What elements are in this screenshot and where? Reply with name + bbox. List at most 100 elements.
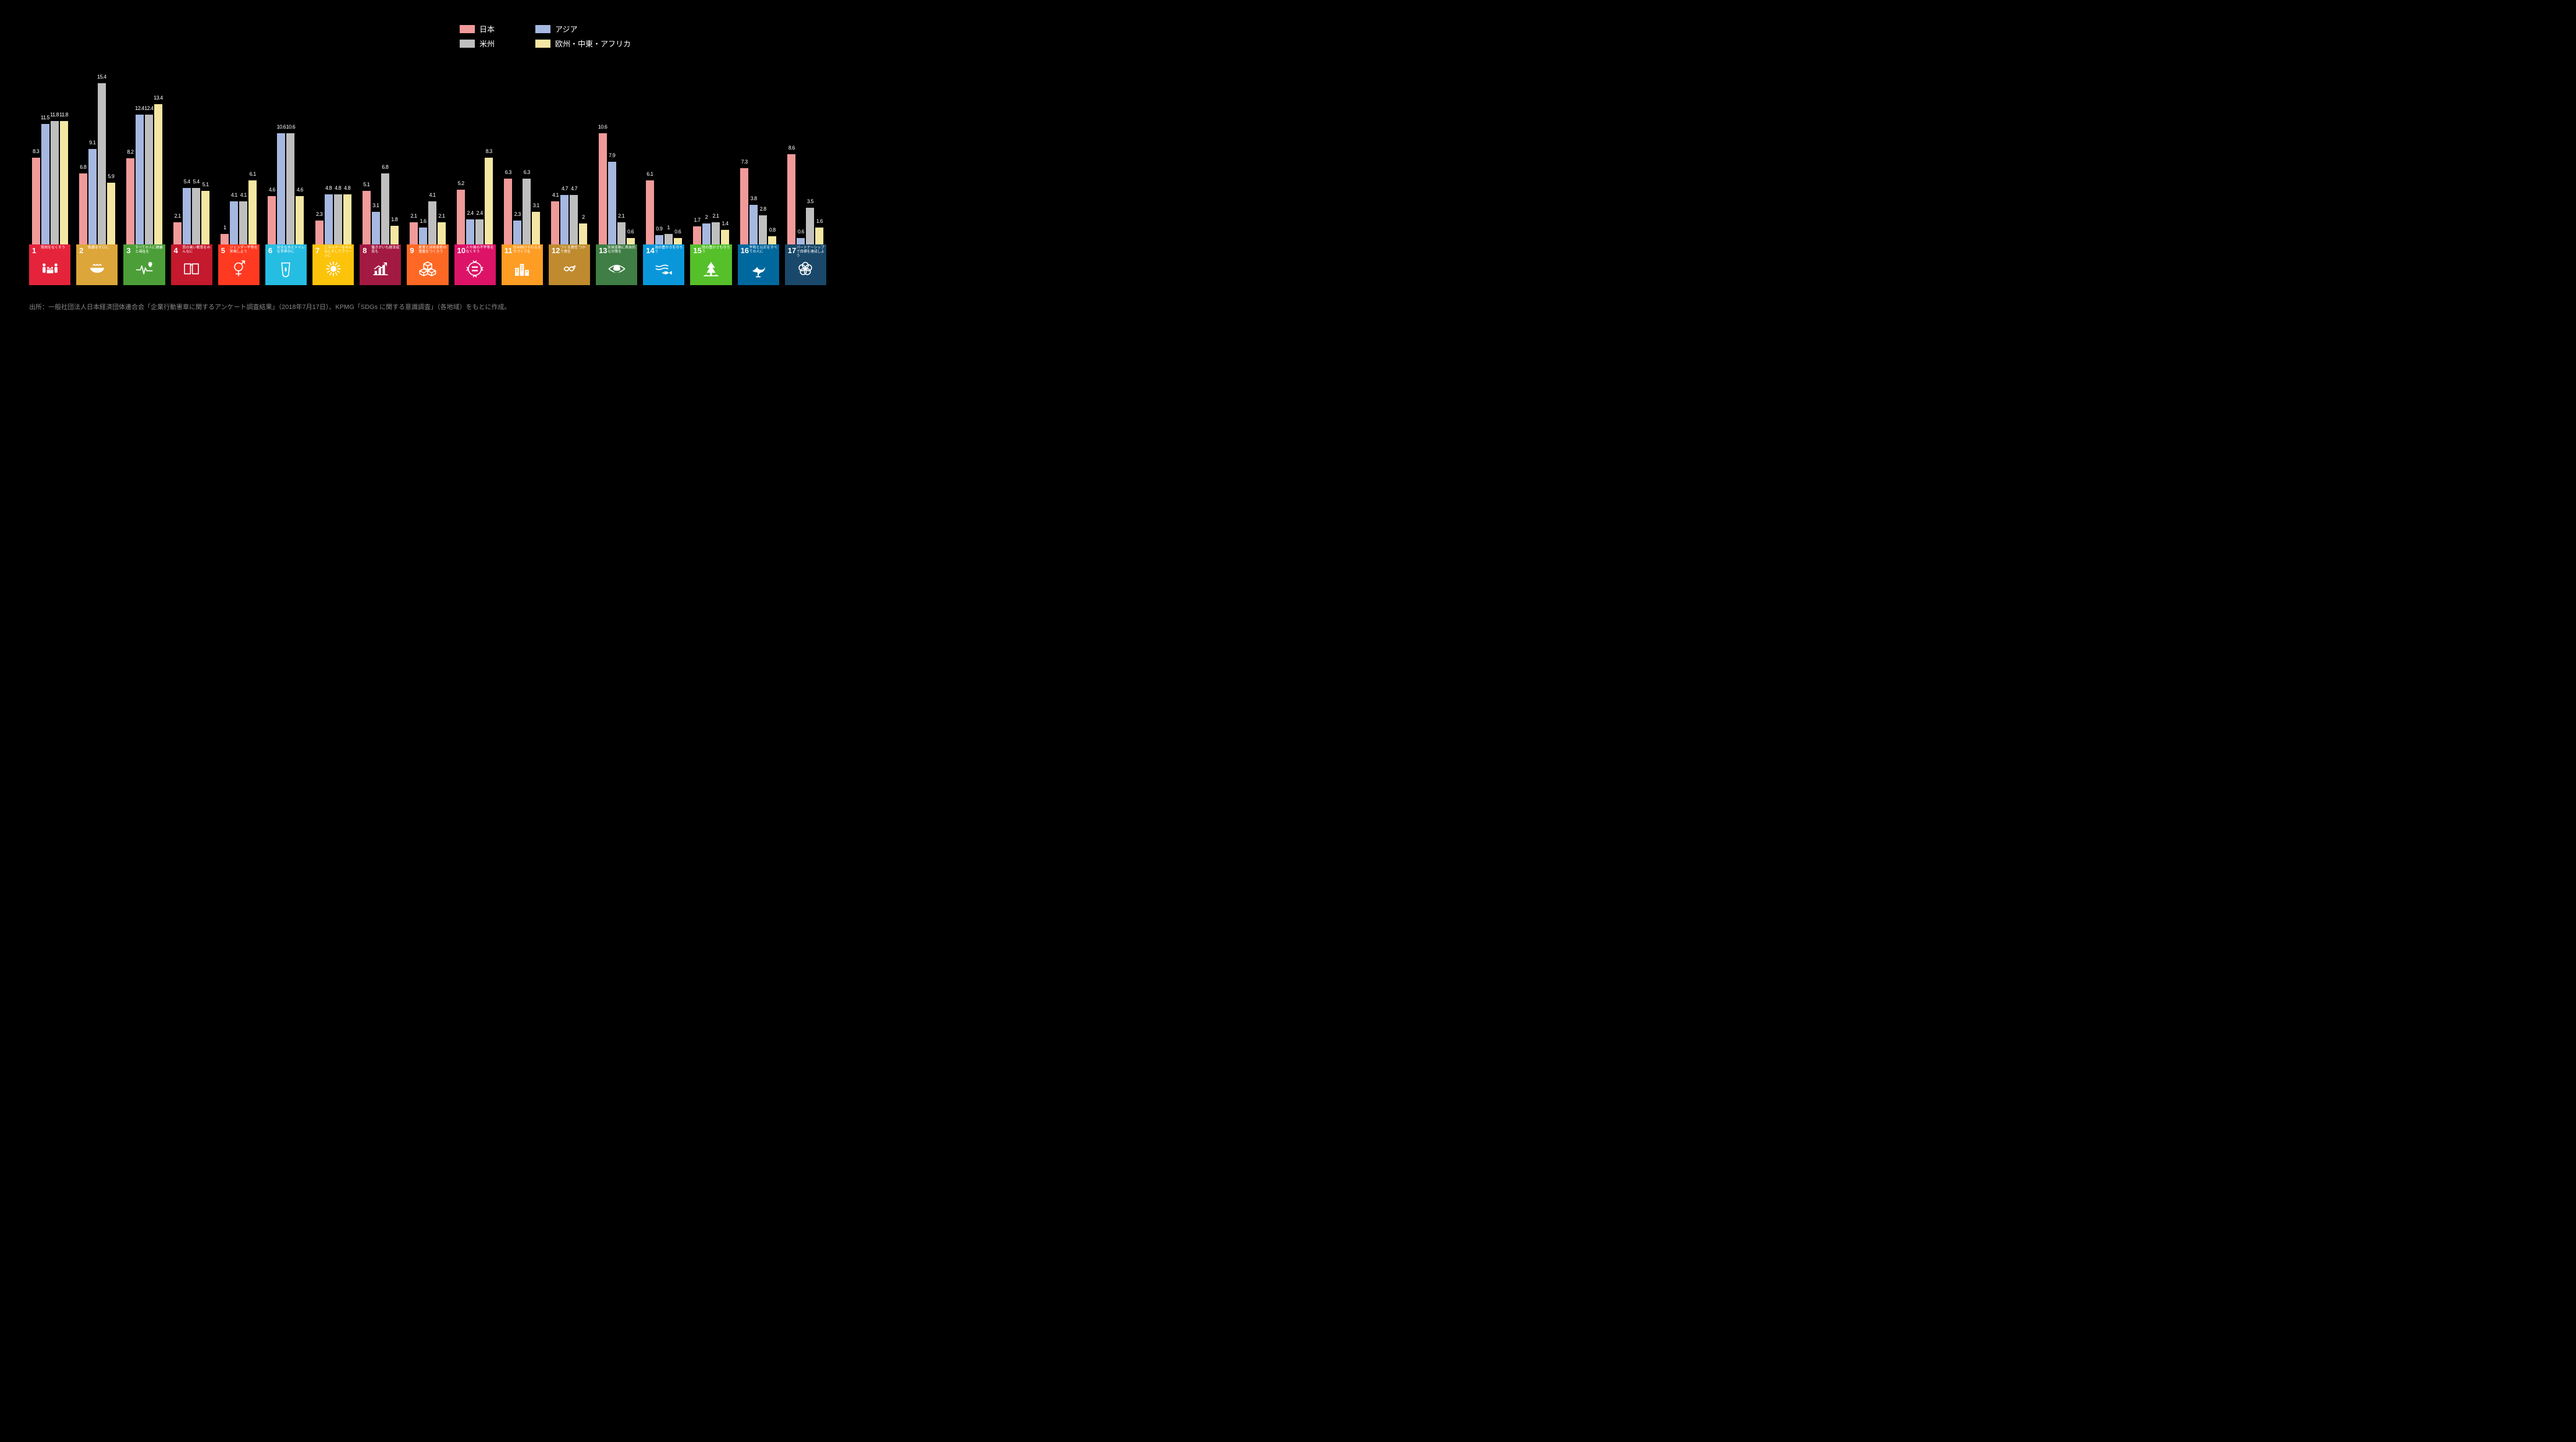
bar-value-label: 7.3 xyxy=(737,159,751,165)
sdg-tile-icon xyxy=(738,244,779,285)
sdg-tile-icon xyxy=(312,244,354,285)
bar-sdg12-s4: 2 xyxy=(579,223,587,244)
bar-sdg9-s1: 2.1 xyxy=(410,222,418,244)
bar-value-label: 15.4 xyxy=(95,74,109,80)
sdg-tile-icon xyxy=(171,244,212,285)
bar-sdg14-s1: 6.1 xyxy=(646,180,654,244)
bar-value-label: 5.9 xyxy=(104,173,118,179)
bar-sdg7-s1: 2.3 xyxy=(315,221,324,244)
bar-sdg1-s1: 8.3 xyxy=(32,158,40,244)
bar-sdg1-s4: 11.8 xyxy=(60,121,68,244)
bar-value-label: 5.1 xyxy=(360,182,374,187)
sdg-tile-14: 14海の豊かさを守ろう xyxy=(643,244,684,285)
legend-swatch xyxy=(460,25,475,33)
bar-value-label: 3.8 xyxy=(747,196,761,201)
bar-group-sdg16: 7.33.8 2.8 0.8 xyxy=(738,168,779,244)
bar-group-sdg2: 6.89.115.45.9 xyxy=(76,83,118,244)
bar-value-label: 2.1 xyxy=(435,213,449,219)
bar-sdg11-s2: 2.3 xyxy=(513,221,521,244)
legend-item-s2: アジア xyxy=(535,23,577,34)
bar-value-label: 0.8 xyxy=(765,227,779,233)
bar-group-sdg14: 6.10.910.6 xyxy=(643,180,684,244)
legend-label: アジア xyxy=(555,23,577,34)
bar-sdg2-s2: 9.1 xyxy=(88,149,97,244)
bar-value-label: 6.1 xyxy=(246,171,260,177)
bar-value-label: 13.4 xyxy=(151,95,165,101)
bar-value-label: 0.6 xyxy=(671,229,685,235)
bar-value-label: 2.1 xyxy=(709,213,723,219)
legend-swatch xyxy=(535,25,550,33)
bar-group-sdg17: 8.60.63.51.6 xyxy=(785,154,826,244)
bar-value-label: 1.6 xyxy=(812,218,826,224)
sdg-tile-icon xyxy=(29,244,70,285)
legend-label: 欧州・中東・アフリカ xyxy=(555,38,631,49)
bar-sdg13-s4: 0.6 xyxy=(627,238,635,244)
bar-sdg10-s4: 8.3 xyxy=(485,158,493,244)
bar-sdg14-s2: 0.9 xyxy=(655,235,663,244)
sdg-tile-icon xyxy=(785,244,826,285)
sdg-tile-1: 1貧困をなくそう xyxy=(29,244,70,285)
bar-value-label: 2.1 xyxy=(614,213,628,219)
bar-sdg9-s4: 2.1 xyxy=(438,222,446,244)
sdg-tile-icon xyxy=(643,244,684,285)
sdg-tile-13: 13気候変動に具体的な対策を xyxy=(596,244,637,285)
bar-value-label: 1.8 xyxy=(388,216,401,222)
bar-group-sdg3: 8.212.412.413.4 xyxy=(123,104,165,244)
bar-group-sdg1: 8.311.511.811.8 xyxy=(29,121,70,244)
sdg-tile-icon xyxy=(454,244,496,285)
bar-sdg12-s1: 4.1 xyxy=(551,201,559,244)
bar-value-label: 10.6 xyxy=(596,124,610,130)
bar-value-label: 8.3 xyxy=(482,148,496,154)
sdg-tile-5: 5ジェンダー平等を実現しよう xyxy=(218,244,260,285)
bar-sdg14-s3: 1 xyxy=(665,234,673,244)
bar-sdg4-s1: 2.1 xyxy=(173,222,182,244)
bar-sdg12-s2: 4.7 xyxy=(560,195,569,244)
bar-value-label: 6.1 xyxy=(643,171,657,177)
bar-value-label: 1.4 xyxy=(718,221,732,226)
bar-group-sdg9: 2.11.64.12.1 xyxy=(407,201,448,244)
bar-group-sdg5: 14.14.16.1 xyxy=(218,180,260,244)
bar-sdg1-s3: 11.8 xyxy=(51,121,59,244)
bar-sdg16-s1: 7.3 xyxy=(740,168,748,244)
bar-sdg6-s4: 4.6 xyxy=(296,196,304,244)
legend-row: 日本 アジア xyxy=(460,23,631,34)
bar-group-sdg7: 2.34.84.84.8 xyxy=(312,194,354,244)
sdg-tile-17: 17パートナーシップで目標を達成しよう xyxy=(785,244,826,285)
bar-group-sdg15: 1.722.11.4 xyxy=(690,222,731,244)
bar-value-label: 2.8 xyxy=(756,206,770,212)
bar-value-label: 6.3 xyxy=(501,169,515,175)
bar-sdg11-s3: 6.3 xyxy=(523,179,531,244)
footnote: 出所：一般社団法人日本経済団体連合会「企業行動憲章に関するアンケート調査結果」（… xyxy=(29,303,830,313)
legend-item-s3: 米州 xyxy=(460,38,495,49)
bar-group-sdg10: 5.22.42.48.3 xyxy=(454,158,496,244)
sdg-tile-3: 3すべての人に健康と福祉を xyxy=(123,244,165,285)
sdg-tile-2: 2飢餓をゼロに xyxy=(76,244,118,285)
bar-sdg11-s4: 3.1 xyxy=(532,212,540,244)
bar-sdg7-s4: 4.8 xyxy=(343,194,351,244)
sdg-tile-icon xyxy=(549,244,590,285)
sdg-tile-16: 16平和と公正をすべての人に xyxy=(738,244,779,285)
sdg-tile-icon xyxy=(218,244,260,285)
bar-sdg3-s2: 12.4 xyxy=(136,115,144,244)
bar-value-label: 4.7 xyxy=(567,186,581,191)
bar-sdg10-s1: 5.2 xyxy=(457,190,465,244)
sdg-tile-icon xyxy=(123,244,165,285)
bar-value-label: 4.6 xyxy=(293,187,307,193)
bar-group-sdg4: 2.15.45.45.1 xyxy=(171,188,212,244)
sdg-tile-6: 6安全な水とトイレを世界中に xyxy=(265,244,307,285)
bar-sdg8-s2: 3.1 xyxy=(372,212,380,244)
bar-sdg9-s3: 4.1 xyxy=(428,201,436,244)
sdg-tile-10: 10人や国の不平等をなくそう xyxy=(454,244,496,285)
bar-sdg17-s4: 1.6 xyxy=(815,228,823,244)
legend-label: 米州 xyxy=(479,38,495,49)
bar-sdg9-s2: 1.6 xyxy=(419,228,427,244)
legend-label: 日本 xyxy=(479,23,495,34)
sdg-priority-bar-chart: 8.311.511.811.86.89.115.45.98.212.412.41… xyxy=(29,70,826,244)
bar-sdg1-s2: 11.5 xyxy=(41,124,49,244)
bar-sdg7-s3: 4.8 xyxy=(334,194,342,244)
sdg-tile-icon xyxy=(596,244,637,285)
bar-value-label: 4.8 xyxy=(340,185,354,191)
bar-sdg4-s2: 5.4 xyxy=(183,188,191,244)
bar-sdg6-s1: 4.6 xyxy=(268,196,276,244)
sdg-tile-icon xyxy=(360,244,401,285)
